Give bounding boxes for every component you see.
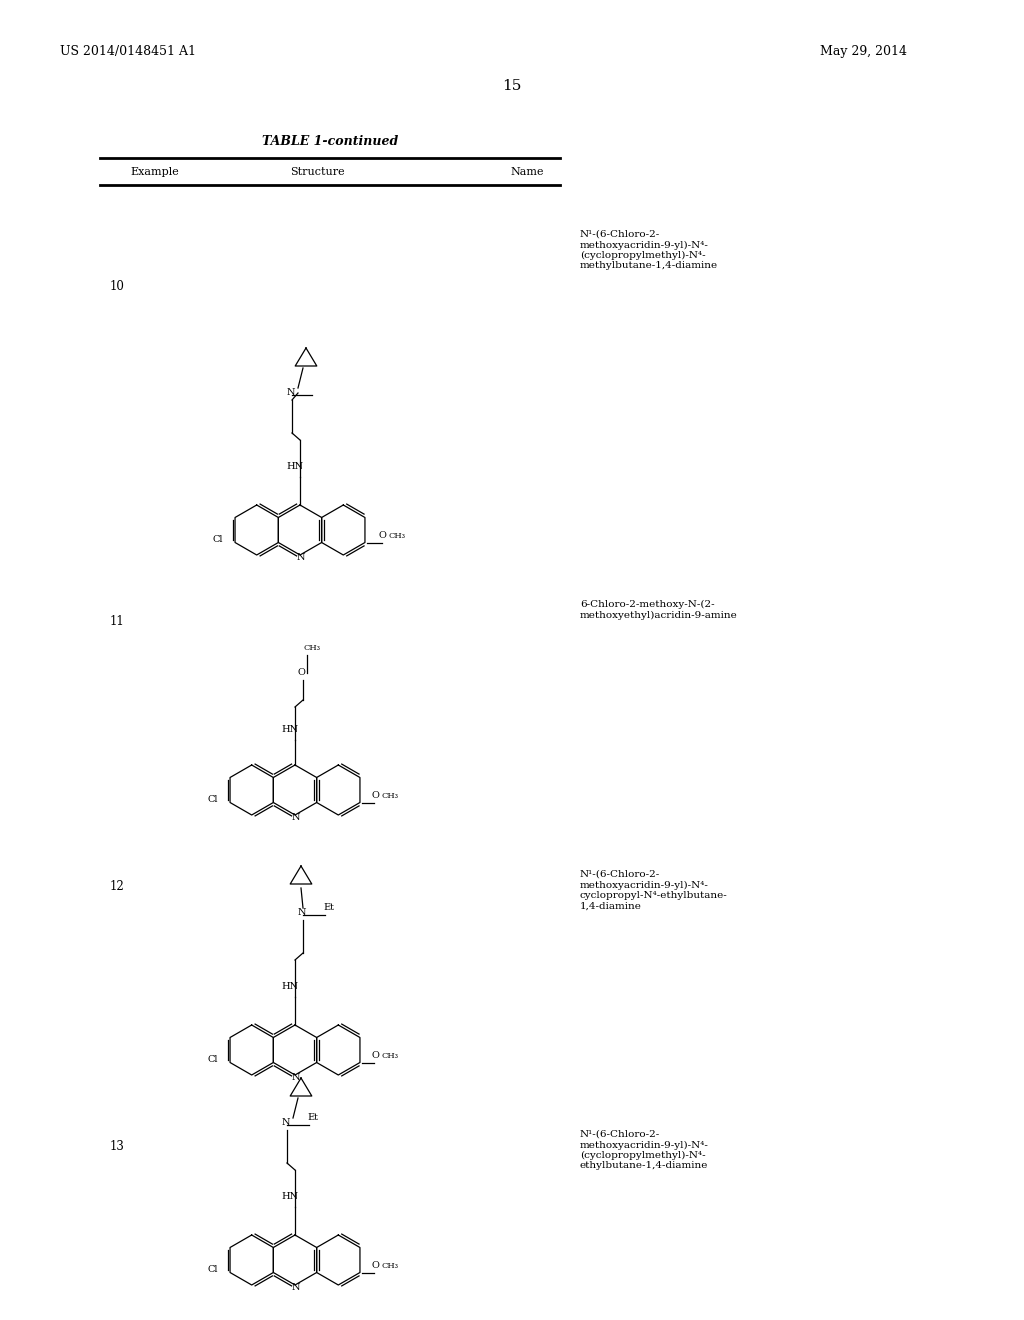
Text: 10: 10 [110,280,125,293]
Text: 6-Chloro-2-methoxy-N-(2-
methoxyethyl)acridin-9-amine: 6-Chloro-2-methoxy-N-(2- methoxyethyl)ac… [580,601,737,619]
Text: CH₃: CH₃ [382,1262,399,1270]
Text: 11: 11 [110,615,125,628]
Text: N: N [292,1073,300,1082]
Text: Et: Et [323,903,334,912]
Text: N: N [292,813,300,822]
Text: 15: 15 [503,79,521,92]
Text: CH₃: CH₃ [382,792,399,800]
Text: Cl: Cl [212,536,222,544]
Text: Structure: Structure [290,168,345,177]
Text: N: N [282,1118,291,1127]
Text: N¹-(6-Chloro-2-
methoxyacridin-9-yl)-N⁴-
(cyclopropylmethyl)-N⁴-
ethylbutane-1,4: N¹-(6-Chloro-2- methoxyacridin-9-yl)-N⁴-… [580,1130,709,1171]
Text: CH₃: CH₃ [304,644,321,652]
Text: HN: HN [281,982,298,991]
Text: HN: HN [281,1192,298,1201]
Text: May 29, 2014: May 29, 2014 [820,45,907,58]
Text: 12: 12 [110,880,125,894]
Text: N: N [297,553,305,562]
Text: Example: Example [130,168,179,177]
Text: O: O [372,1051,380,1060]
Text: O: O [298,668,306,677]
Text: Name: Name [510,168,544,177]
Text: N¹-(6-Chloro-2-
methoxyacridin-9-yl)-N⁴-
(cyclopropylmethyl)-N⁴-
methylbutane-1,: N¹-(6-Chloro-2- methoxyacridin-9-yl)-N⁴-… [580,230,718,271]
Text: Cl: Cl [207,796,217,804]
Text: HN: HN [286,462,303,471]
Text: N: N [298,908,306,917]
Text: 13: 13 [110,1140,125,1152]
Text: N: N [287,388,296,397]
Text: HN: HN [281,725,298,734]
Text: O: O [379,531,387,540]
Text: N: N [292,1283,300,1292]
Text: N¹-(6-Chloro-2-
methoxyacridin-9-yl)-N⁴-
cyclopropyl-N⁴-ethylbutane-
1,4-diamine: N¹-(6-Chloro-2- methoxyacridin-9-yl)-N⁴-… [580,870,728,911]
Text: Et: Et [307,1113,318,1122]
Text: O: O [372,791,380,800]
Text: CH₃: CH₃ [389,532,406,540]
Text: O: O [372,1261,380,1270]
Text: Cl: Cl [207,1056,217,1064]
Text: TABLE 1-continued: TABLE 1-continued [262,135,398,148]
Text: CH₃: CH₃ [382,1052,399,1060]
Text: US 2014/0148451 A1: US 2014/0148451 A1 [60,45,196,58]
Text: Cl: Cl [207,1266,217,1275]
